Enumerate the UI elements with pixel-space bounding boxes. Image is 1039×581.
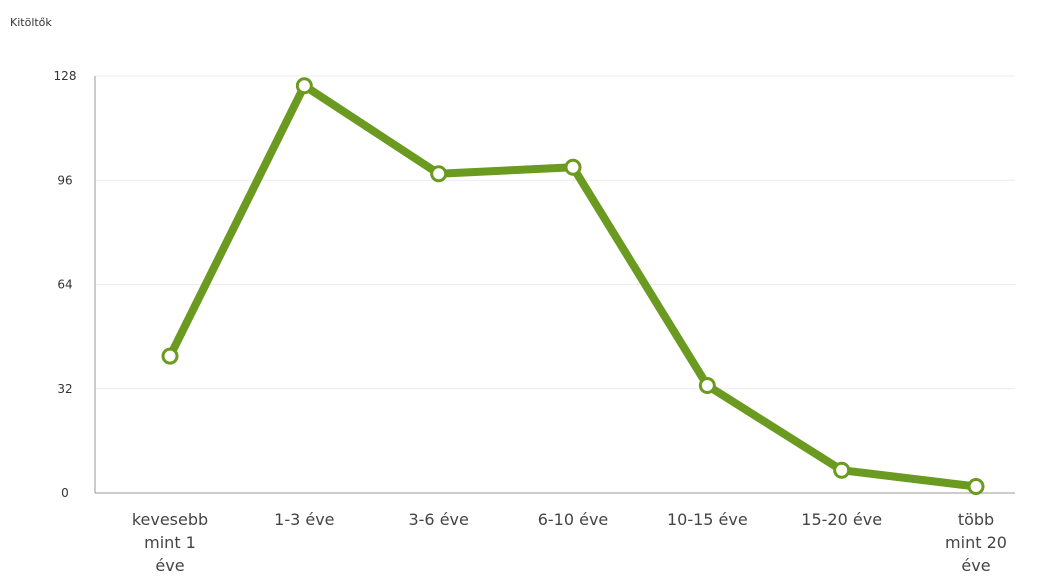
x-tick-label: 3-6 éve [408,510,468,529]
x-tick-label-line: 6-10 éve [538,510,609,529]
x-tick-label-line: éve [961,556,990,575]
data-point [430,165,448,183]
x-tick-label-line: mint 1 [144,533,196,552]
x-tick-label-line: éve [155,556,184,575]
y-tick-label: 0 [61,486,69,500]
x-tick-label-line: több [958,510,994,529]
y-tick-label: 64 [57,278,72,292]
data-point [967,477,985,495]
x-tick-label-line: kevesebb [132,510,208,529]
data-points [161,77,985,495]
x-tick-label-line: 1-3 éve [274,510,334,529]
x-tick-label-line: mint 20 [945,533,1007,552]
x-tick-label: több mint 20 éve [945,510,1007,575]
gridlines [95,75,1015,390]
x-tick-label-line: 10-15 éve [667,510,748,529]
series-line [166,81,980,491]
x-tick-label: 1-3 éve [274,510,334,529]
data-point [295,77,313,95]
y-tick-label: 32 [57,382,72,396]
data-point [698,376,716,394]
y-axis-label: Kitöltők [10,16,52,29]
x-tick-label: 10-15 éve [667,510,748,529]
x-tick-label: 6-10 éve [538,510,609,529]
x-tick-label: 15-20 éve [801,510,882,529]
x-tick-label-line: 3-6 éve [408,510,468,529]
axes [94,76,1015,494]
y-tick-label: 96 [57,173,72,187]
x-tick-labels: kevesebb mint 1 éve 1-3 éve 3-6 éve 6-10 éve 1… [132,510,1007,575]
x-tick-label: kevesebb mint 1 éve [132,510,208,575]
data-point [161,347,179,365]
y-tick-labels: 0 32 64 96 128 [54,69,77,500]
data-point [564,158,582,176]
x-tick-label-line: 15-20 éve [801,510,882,529]
series-line-group [166,81,980,491]
data-point [833,461,851,479]
y-tick-label: 128 [54,69,77,83]
